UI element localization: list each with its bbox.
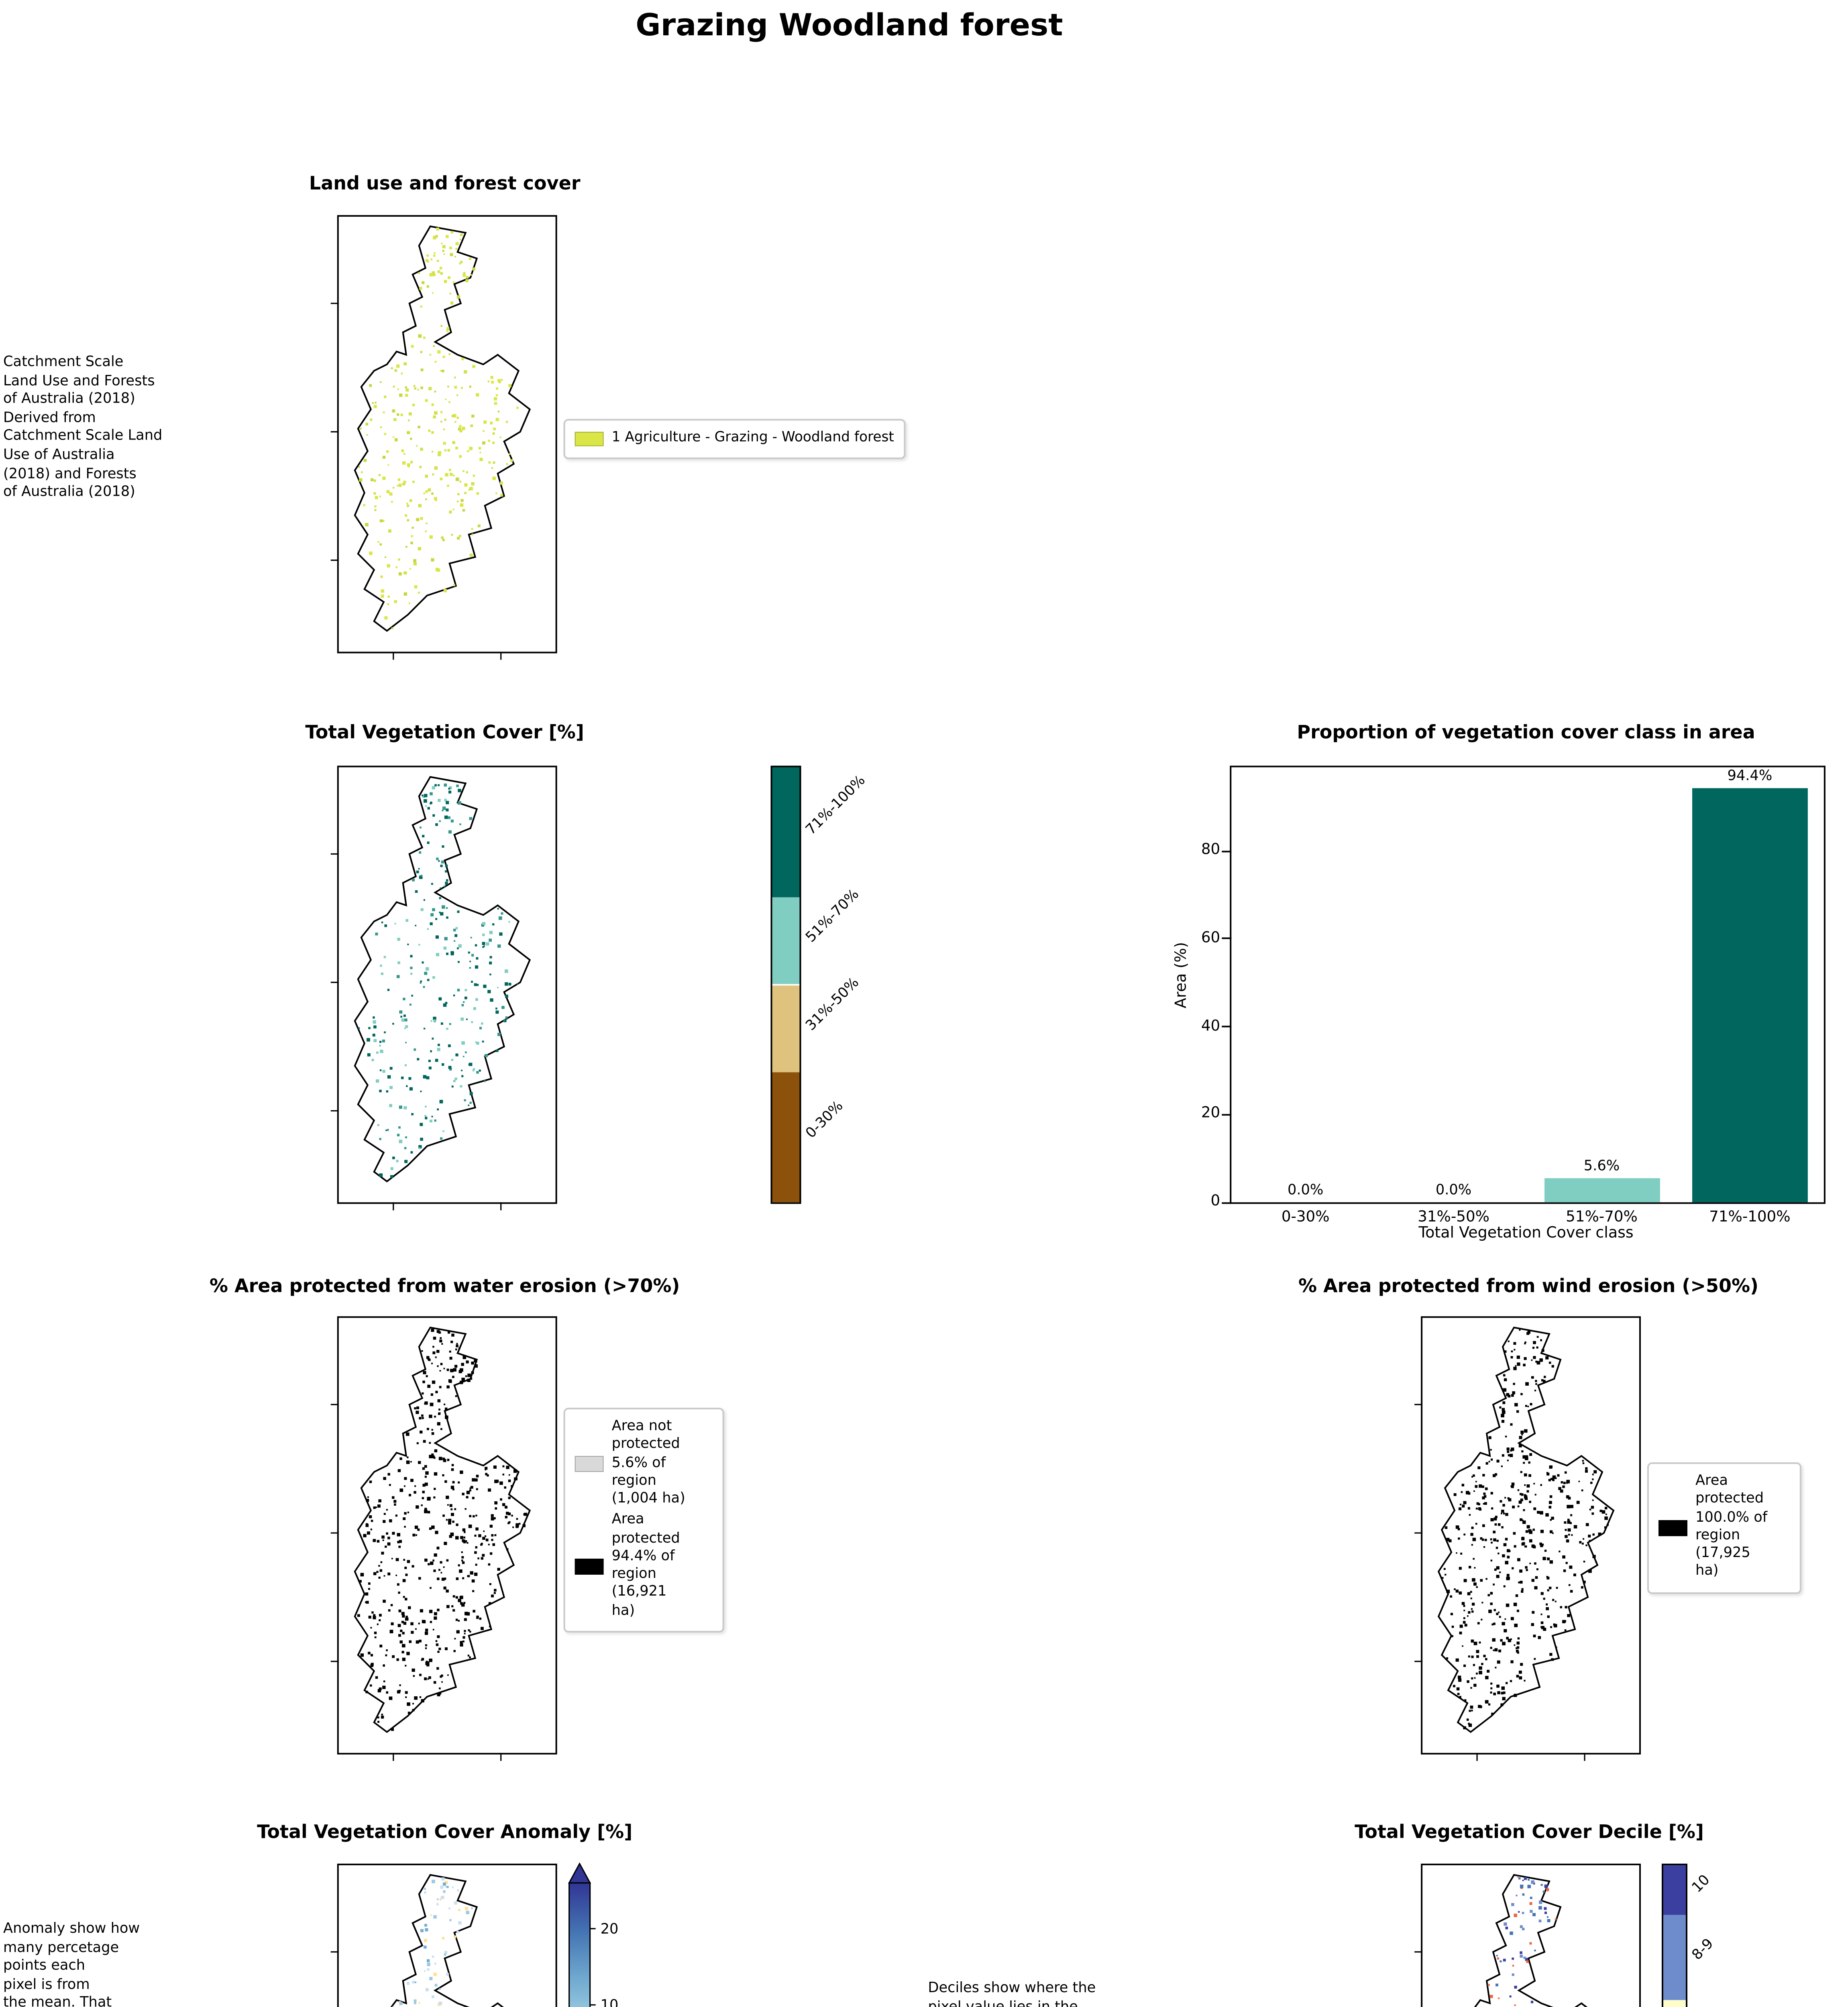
page-title: Grazing Woodland forest bbox=[636, 8, 1063, 43]
colorbar-class-label: 10 bbox=[1689, 1872, 1714, 1896]
x-tick-label: 51%-70% bbox=[1566, 1209, 1638, 1227]
chart-plot: 0 20 40 60 80 0.0% 0-30% 0.0% 31%-50% 5.6% 51%-70%… bbox=[1201, 765, 1826, 1226]
colorbar-segment bbox=[772, 1072, 800, 1203]
y-tick-mark bbox=[1222, 850, 1232, 852]
catchment-boundary bbox=[354, 1326, 531, 1733]
map-axis-ticks bbox=[330, 1404, 502, 1761]
colorbar-segment bbox=[772, 898, 800, 985]
land-use-map-svg bbox=[330, 225, 531, 660]
colorbar-segment bbox=[1663, 1865, 1686, 1915]
land-use-legend: 1 Agriculture - Grazing - Woodland fores… bbox=[563, 419, 905, 459]
decile-panel-title: Total Vegetation Cover Decile [%] bbox=[1355, 1820, 1704, 1843]
colorbar-segment bbox=[1663, 1915, 1686, 2000]
legend-entry: Area protected 100.0% of region (17,925 … bbox=[1658, 1474, 1790, 1582]
wind-erosion-map-svg bbox=[1414, 1326, 1615, 1761]
x-tick-label: 31%-50% bbox=[1418, 1209, 1489, 1227]
bar-value-label: 0.0% bbox=[1287, 1183, 1324, 1199]
anomaly-map bbox=[330, 1863, 557, 2007]
map-speckles bbox=[358, 784, 518, 1178]
colorbar-tick-label: 20 bbox=[601, 1921, 619, 1937]
x-tick-label: 0-30% bbox=[1281, 1209, 1330, 1227]
map-axis-ticks bbox=[1414, 1404, 1585, 1761]
colorbar-class-label: 0-30% bbox=[803, 1099, 847, 1143]
tvc-colorbar: 71%-100% 51%-70% 31%-50% 0-30% bbox=[770, 765, 869, 1204]
decile-map-svg bbox=[1414, 1874, 1588, 2007]
tvc-panel-title: Total Vegetation Cover [%] bbox=[305, 721, 584, 743]
legend-swatch bbox=[575, 1456, 604, 1472]
legend-label: 1 Agriculture - Grazing - Woodland fores… bbox=[611, 430, 894, 446]
catchment-boundary bbox=[1474, 1874, 1588, 2007]
y-tick-label: 40 bbox=[1201, 1017, 1220, 1035]
colorbar-segment bbox=[772, 767, 800, 898]
map-speckles bbox=[391, 1877, 473, 2007]
colorbar-class-label: 71%-100% bbox=[803, 772, 870, 839]
legend-entry: 1 Agriculture - Grazing - Woodland fores… bbox=[575, 430, 894, 448]
map-speckles bbox=[1487, 1876, 1557, 2006]
legend-entry: Area not protected 5.6% of region (1,004… bbox=[575, 1419, 713, 1509]
legend-swatch bbox=[1658, 1520, 1687, 1536]
map-speckles bbox=[357, 1329, 528, 1731]
y-tick-label: 80 bbox=[1201, 841, 1220, 859]
land-use-panel-title: Land use and forest cover bbox=[309, 171, 581, 194]
colorbar-class-label: 51%-70% bbox=[803, 887, 863, 947]
catchment-boundary bbox=[1437, 1326, 1615, 1733]
bar-value-label: 5.6% bbox=[1583, 1158, 1620, 1174]
colorbar-segment bbox=[772, 985, 800, 1072]
x-tick-label: 71%-100% bbox=[1709, 1209, 1791, 1227]
anomaly-explainer-note: Anomaly show how many percetage points e… bbox=[3, 1921, 140, 2007]
bar bbox=[1692, 787, 1808, 1203]
catchment-boundary bbox=[354, 776, 531, 1183]
bar-value-label: 94.4% bbox=[1727, 768, 1773, 784]
water-erosion-map-svg bbox=[330, 1326, 531, 1761]
map-speckles bbox=[1441, 1329, 1609, 1730]
legend-swatch bbox=[575, 432, 604, 446]
map-speckles bbox=[358, 227, 519, 629]
colorbar-class-label: 8-9 bbox=[1689, 1936, 1718, 1964]
land-use-source-note: Catchment Scale Land Use and Forests of … bbox=[3, 354, 163, 501]
y-tick-mark bbox=[1222, 1026, 1232, 1028]
tvc-map-svg bbox=[330, 776, 531, 1211]
wind-erosion-legend: Area protected 100.0% of region (17,925 … bbox=[1647, 1462, 1801, 1594]
catchment-boundary bbox=[390, 1874, 504, 2007]
decile-explainer-note: Deciles show where the pixel value lies … bbox=[928, 1981, 1096, 2007]
y-tick-label: 0 bbox=[1210, 1193, 1220, 1211]
bar bbox=[1544, 1177, 1660, 1203]
chart-title: Proportion of vegetation cover class in … bbox=[1297, 721, 1755, 743]
anomaly-panel-title: Total Vegetation Cover Anomaly [%] bbox=[257, 1820, 633, 1843]
tvc-map bbox=[330, 765, 557, 1211]
legend-label: Area protected 94.4% of region (16,921 h… bbox=[611, 1512, 680, 1619]
y-tick-mark bbox=[1222, 1201, 1232, 1203]
wind-erosion-panel-title: % Area protected from wind erosion (>50%… bbox=[1298, 1274, 1759, 1297]
legend-label: Area protected 100.0% of region (17,925 … bbox=[1695, 1474, 1768, 1580]
water-erosion-panel-title: % Area protected from water erosion (>70… bbox=[209, 1274, 680, 1297]
map-axis-ticks bbox=[330, 1951, 339, 1953]
map-axis-ticks bbox=[330, 853, 502, 1211]
anomaly-colorbar: 20100−10−20 bbox=[568, 1862, 619, 2007]
bar-value-label: 0.0% bbox=[1435, 1183, 1472, 1199]
legend-label: Area not protected 5.6% of region (1,004… bbox=[611, 1419, 685, 1508]
chart-x-axis-label: Total Vegetation Cover class bbox=[1418, 1225, 1634, 1243]
decile-colorbar: 108-94-72-31 bbox=[1661, 1863, 1718, 2007]
catchment-boundary bbox=[354, 225, 531, 632]
colorbar-class-label: 31%-50% bbox=[803, 975, 863, 1034]
legend-entry: Area protected 94.4% of region (16,921 h… bbox=[575, 1512, 713, 1621]
land-use-map bbox=[330, 215, 557, 660]
anomaly-map-svg bbox=[330, 1874, 504, 2007]
y-tick-mark bbox=[1222, 1113, 1232, 1115]
water-erosion-map bbox=[330, 1316, 557, 1761]
water-erosion-legend: Area not protected 5.6% of region (1,004… bbox=[563, 1408, 724, 1632]
y-tick-label: 60 bbox=[1201, 929, 1220, 947]
colorbar-tick-label: 10 bbox=[601, 1997, 619, 2007]
map-axis-ticks bbox=[1414, 1951, 1423, 1953]
map-axis-ticks bbox=[330, 303, 502, 660]
y-tick-mark bbox=[1222, 938, 1232, 940]
legend-swatch bbox=[575, 1559, 604, 1575]
decile-map bbox=[1414, 1863, 1641, 2007]
colorbar-segment bbox=[1663, 2000, 1686, 2007]
y-tick-label: 20 bbox=[1201, 1105, 1220, 1123]
wind-erosion-map bbox=[1414, 1316, 1641, 1761]
